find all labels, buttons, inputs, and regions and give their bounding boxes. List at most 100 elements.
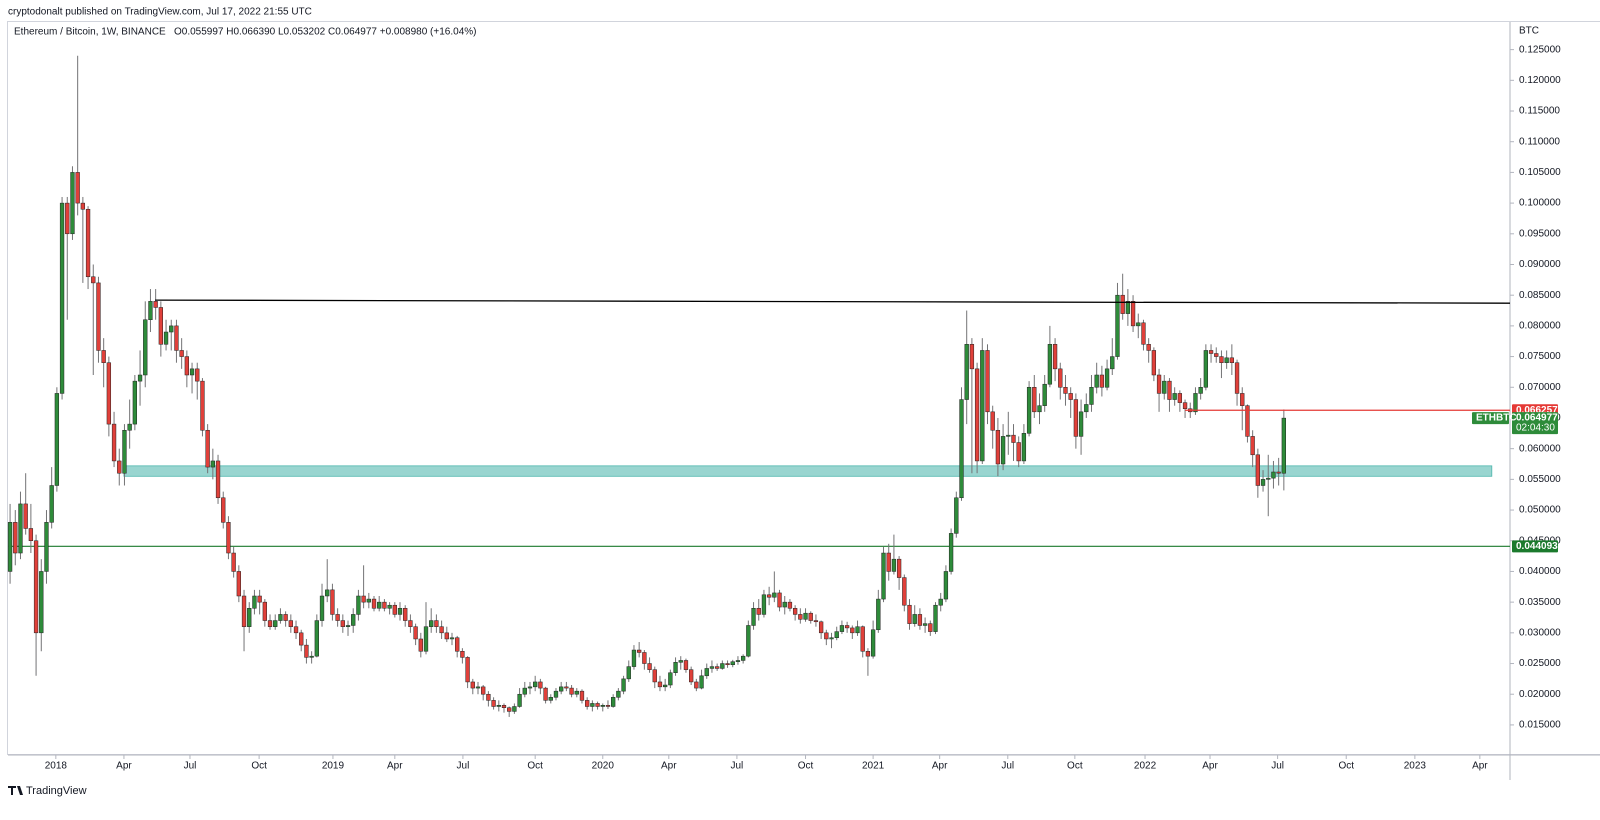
candle-body (829, 637, 834, 640)
candle (1063, 374, 1068, 406)
candle-body (964, 344, 969, 400)
candle-body (481, 686, 486, 695)
brand-name: TradingView (26, 785, 87, 797)
candle (954, 491, 959, 538)
candle-body (522, 687, 527, 695)
candle (803, 608, 808, 622)
candle-body (891, 558, 897, 572)
candle-body (371, 598, 377, 609)
candle-body (33, 540, 39, 634)
publish-note: cryptodonalt published on TradingView.co… (8, 7, 312, 18)
candle-body (1240, 393, 1245, 406)
candle-body (948, 533, 954, 572)
y-tick-label: 0.030000 (1519, 627, 1561, 638)
candle-body (574, 690, 579, 695)
candle-body (387, 604, 392, 609)
candle-body (616, 690, 621, 698)
candle-body (449, 637, 455, 640)
candle-body (564, 686, 569, 689)
candle (273, 614, 278, 630)
candle (631, 645, 637, 670)
candle-body (517, 693, 522, 707)
candle (392, 602, 397, 618)
candle (449, 632, 455, 646)
candle (335, 608, 340, 627)
candle (663, 678, 668, 692)
y-tick-label: 0.050000 (1519, 505, 1561, 516)
candle-body (189, 368, 195, 376)
candle-body (735, 660, 741, 662)
candle (694, 678, 699, 692)
candle (533, 675, 538, 692)
candle (507, 706, 512, 717)
candle (1136, 313, 1141, 339)
candle-body (1094, 374, 1099, 388)
candle (1011, 424, 1016, 461)
candle (366, 592, 371, 609)
candle (377, 595, 382, 612)
x-tick-label: 2021 (862, 761, 885, 772)
candle (153, 289, 158, 320)
x-tick-label: Jul (457, 761, 470, 772)
candle (1271, 460, 1276, 489)
y-tick-label: 0.055000 (1519, 474, 1561, 485)
candle-body (507, 707, 512, 712)
candle-body (169, 325, 174, 333)
candle-body (475, 686, 481, 689)
candle (611, 694, 616, 708)
candle-body (1198, 387, 1203, 394)
x-tick-label: Apr (1472, 761, 1488, 772)
candle (1058, 362, 1063, 400)
candle (325, 559, 330, 603)
candle-body (902, 577, 907, 606)
candle (85, 206, 91, 290)
y-tick-label: 0.085000 (1519, 290, 1561, 301)
candle-body (969, 344, 975, 370)
candle (122, 424, 127, 486)
candle (527, 681, 533, 695)
candle (491, 697, 496, 710)
candle (1120, 273, 1125, 320)
candle (418, 632, 423, 658)
candle-body (273, 620, 278, 627)
candle (559, 681, 564, 695)
candle-body (1021, 433, 1027, 462)
candle (1016, 436, 1021, 468)
candle (787, 599, 793, 612)
candle (231, 546, 236, 578)
candle-body (839, 625, 845, 632)
candle-body (974, 368, 980, 462)
candle-body (766, 594, 772, 598)
candle-body (366, 598, 371, 603)
candle (553, 688, 559, 701)
candle (720, 660, 725, 670)
candle-body (652, 669, 657, 683)
candle-body (907, 604, 912, 624)
candle (1000, 424, 1006, 471)
candle-body (1104, 368, 1110, 388)
candle (132, 374, 138, 431)
candle-body (870, 629, 876, 657)
candle (127, 399, 132, 449)
candle-body (1224, 357, 1229, 363)
last-price-bg (1512, 412, 1558, 435)
candle-body (959, 399, 964, 499)
candle-body (917, 614, 923, 626)
candle (403, 605, 408, 627)
candle-body (605, 705, 611, 707)
candle (299, 629, 304, 652)
candle (1115, 282, 1120, 360)
candle-body (569, 687, 574, 695)
candle-body (1000, 436, 1006, 465)
candle-body (314, 620, 319, 657)
candle-body (1058, 368, 1063, 388)
candle (215, 454, 221, 504)
candle (522, 681, 527, 698)
ohlc-legend: O0.055997 H0.066390 L0.053202 C0.064977 … (174, 27, 476, 38)
candle-body (626, 666, 631, 680)
candle (798, 608, 803, 624)
candle-body (824, 632, 829, 640)
candle-body (13, 522, 18, 554)
candle (870, 620, 876, 659)
